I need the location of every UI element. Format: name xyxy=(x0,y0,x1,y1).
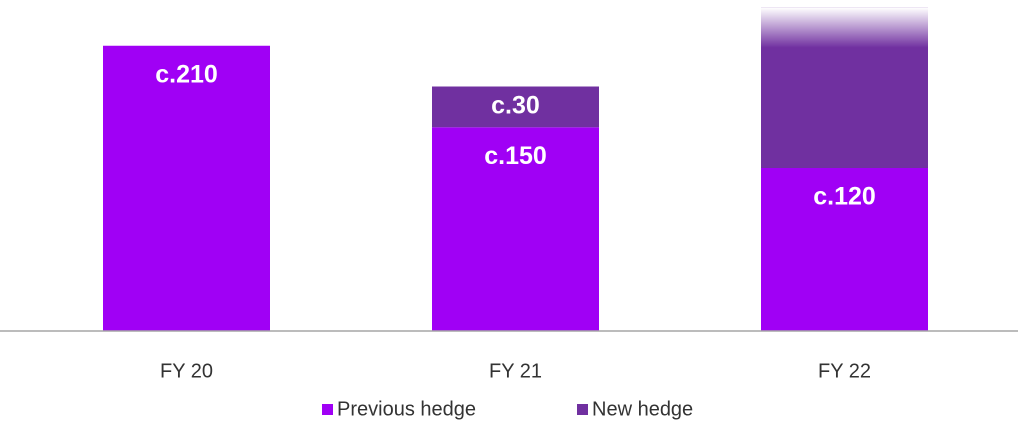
value-label: c.210 xyxy=(155,60,218,88)
value-label: c.150 xyxy=(484,142,547,170)
x-tick-label: FY 20 xyxy=(160,360,213,382)
bar-fade xyxy=(761,7,928,169)
legend-label: New hedge xyxy=(592,398,693,420)
legend-label: Previous hedge xyxy=(337,398,476,420)
value-label: c.120 xyxy=(813,183,876,211)
legend-swatch xyxy=(577,404,588,415)
legend-swatch xyxy=(322,404,333,415)
bar-segment xyxy=(103,45,270,331)
value-label: c.30 xyxy=(491,91,540,119)
bar-segment xyxy=(761,168,928,331)
x-tick-label: FY 21 xyxy=(489,360,542,382)
x-tick-label: FY 22 xyxy=(818,360,871,382)
bar-segment xyxy=(432,86,599,128)
bar-segment xyxy=(432,127,599,331)
